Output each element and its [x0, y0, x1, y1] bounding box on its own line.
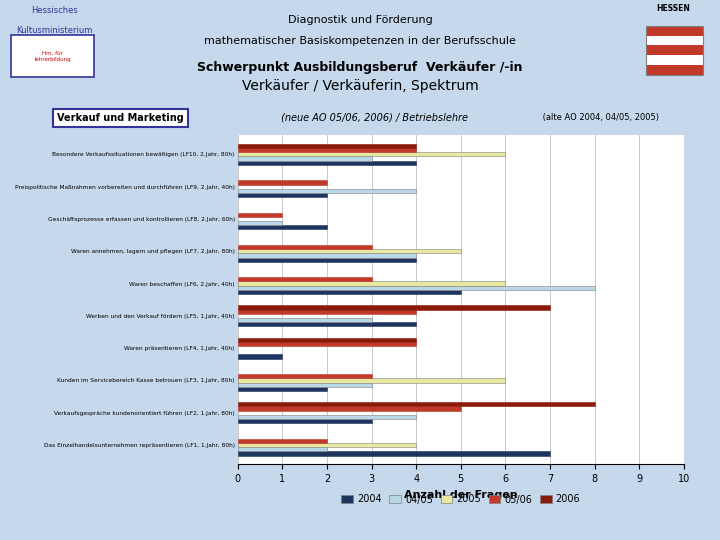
Text: HESSEN: HESSEN	[656, 4, 690, 13]
X-axis label: Anzahl der Fragen: Anzahl der Fragen	[404, 490, 518, 500]
Bar	[646, 26, 703, 36]
Bar	[646, 45, 703, 55]
Bar	[238, 447, 327, 451]
Bar	[238, 318, 372, 322]
Text: mathematischer Basiskompetenzen in der Berufsschule: mathematischer Basiskompetenzen in der B…	[204, 36, 516, 46]
Bar	[238, 249, 461, 253]
Bar	[238, 342, 416, 346]
Bar	[238, 354, 282, 359]
Bar	[238, 338, 416, 342]
Text: (alte AO 2004, 04/05, 2005): (alte AO 2004, 04/05, 2005)	[540, 113, 660, 122]
Bar	[238, 180, 327, 185]
Bar	[238, 161, 416, 165]
Text: Diagnostik und Förderung: Diagnostik und Förderung	[287, 15, 433, 25]
Bar	[238, 189, 416, 193]
Text: Verkäufer / Verkäuferin, Spektrum: Verkäufer / Verkäuferin, Spektrum	[242, 79, 478, 93]
Bar	[238, 290, 461, 294]
Bar	[646, 36, 703, 45]
Bar	[646, 65, 703, 75]
Bar	[238, 157, 372, 161]
FancyBboxPatch shape	[11, 35, 94, 77]
Text: Hm. für
lehrerbildung: Hm. für lehrerbildung	[35, 51, 71, 62]
Bar	[238, 148, 416, 152]
Text: Hessisches: Hessisches	[31, 6, 77, 16]
Bar	[238, 221, 282, 225]
Bar	[238, 382, 372, 387]
Text: Schwerpunkt Ausbildungsberuf  Verkäufer /-in: Schwerpunkt Ausbildungsberuf Verkäufer /…	[197, 60, 523, 74]
Bar	[238, 213, 282, 217]
Bar	[238, 286, 595, 290]
Bar	[238, 144, 416, 148]
Bar	[238, 443, 416, 447]
Bar	[238, 305, 550, 309]
Bar	[238, 438, 327, 443]
Bar	[238, 277, 372, 281]
Bar	[238, 225, 327, 229]
Bar	[238, 258, 416, 262]
Bar	[646, 55, 703, 65]
Bar	[238, 374, 372, 379]
Bar	[238, 322, 416, 326]
Bar	[238, 193, 327, 197]
Text: (neue AO 05/06, 2006) / Betriebslehre: (neue AO 05/06, 2006) / Betriebslehre	[278, 113, 468, 123]
Bar	[238, 281, 505, 286]
Legend: 2004, 04/05, 2005, 05/06, 2006: 2004, 04/05, 2005, 05/06, 2006	[338, 491, 584, 508]
Bar	[238, 387, 327, 391]
Bar	[238, 415, 416, 419]
Bar	[238, 451, 550, 456]
Bar	[238, 379, 505, 382]
Bar	[238, 253, 416, 258]
Text: Kultusministerium: Kultusministerium	[16, 26, 92, 35]
Bar	[238, 245, 372, 249]
Bar	[238, 407, 461, 410]
Bar	[238, 152, 505, 157]
Bar	[238, 402, 595, 407]
Bar	[238, 419, 372, 423]
Text: Verkauf und Marketing: Verkauf und Marketing	[57, 113, 184, 123]
Bar	[238, 309, 416, 314]
